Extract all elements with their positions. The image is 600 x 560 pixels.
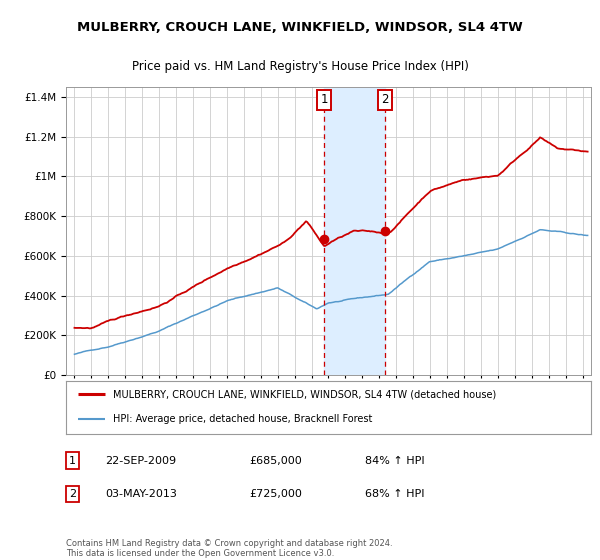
Text: MULBERRY, CROUCH LANE, WINKFIELD, WINDSOR, SL4 4TW: MULBERRY, CROUCH LANE, WINKFIELD, WINDSO… [77,21,523,34]
Text: £685,000: £685,000 [250,455,302,465]
Text: 2: 2 [382,94,389,106]
Text: 03-MAY-2013: 03-MAY-2013 [106,489,177,499]
Text: £725,000: £725,000 [250,489,302,499]
Text: 22-SEP-2009: 22-SEP-2009 [106,455,176,465]
Bar [324,87,385,375]
Text: Price paid vs. HM Land Registry's House Price Index (HPI): Price paid vs. HM Land Registry's House … [131,60,469,73]
Text: 2: 2 [69,489,76,499]
Text: MULBERRY, CROUCH LANE, WINKFIELD, WINDSOR, SL4 4TW (detached house): MULBERRY, CROUCH LANE, WINKFIELD, WINDSO… [113,389,497,399]
Text: HPI: Average price, detached house, Bracknell Forest: HPI: Average price, detached house, Brac… [113,414,373,424]
Text: 68% ↑ HPI: 68% ↑ HPI [365,489,425,499]
Text: Contains HM Land Registry data © Crown copyright and database right 2024.
This d: Contains HM Land Registry data © Crown c… [66,539,392,558]
Text: 1: 1 [320,94,328,106]
Text: 84% ↑ HPI: 84% ↑ HPI [365,455,425,465]
Text: 1: 1 [69,455,76,465]
